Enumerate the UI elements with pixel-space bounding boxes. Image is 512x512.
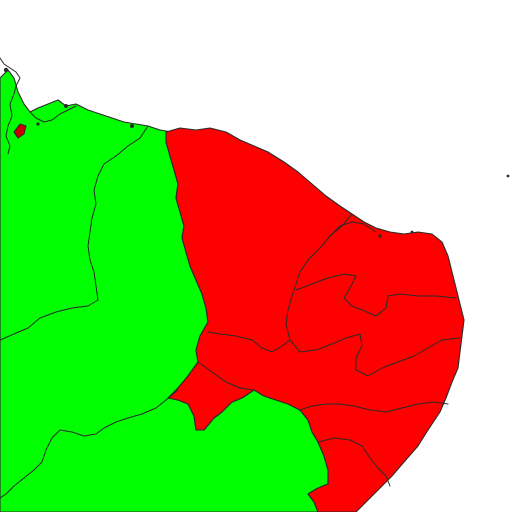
island-marajo bbox=[13, 123, 27, 139]
border-red-se bbox=[317, 437, 391, 487]
red-region[interactable] bbox=[165, 127, 465, 512]
island-dot-3 bbox=[64, 104, 68, 108]
island-dot-4 bbox=[36, 122, 40, 126]
border-red-ceara bbox=[207, 213, 353, 353]
border-green-2 bbox=[0, 389, 179, 499]
island-dot-1 bbox=[506, 174, 510, 178]
island-dot-2 bbox=[130, 124, 134, 128]
island-dot-6 bbox=[378, 234, 382, 238]
border-red-rn2 bbox=[329, 221, 377, 237]
border-red-rn bbox=[295, 273, 457, 317]
coast-northwest-line bbox=[0, 57, 21, 155]
island-dot-5 bbox=[3, 67, 9, 73]
coast-estuary bbox=[29, 105, 77, 123]
coastal-details bbox=[0, 57, 510, 238]
border-green-1 bbox=[0, 125, 149, 341]
green-internal-borders bbox=[0, 125, 179, 499]
island-dot-7 bbox=[410, 230, 414, 234]
border-red-pb bbox=[289, 333, 461, 377]
red-internal-borders bbox=[197, 213, 461, 487]
border-red-pe bbox=[197, 361, 255, 391]
border-red-al bbox=[299, 401, 449, 413]
red-region-group bbox=[165, 127, 465, 512]
